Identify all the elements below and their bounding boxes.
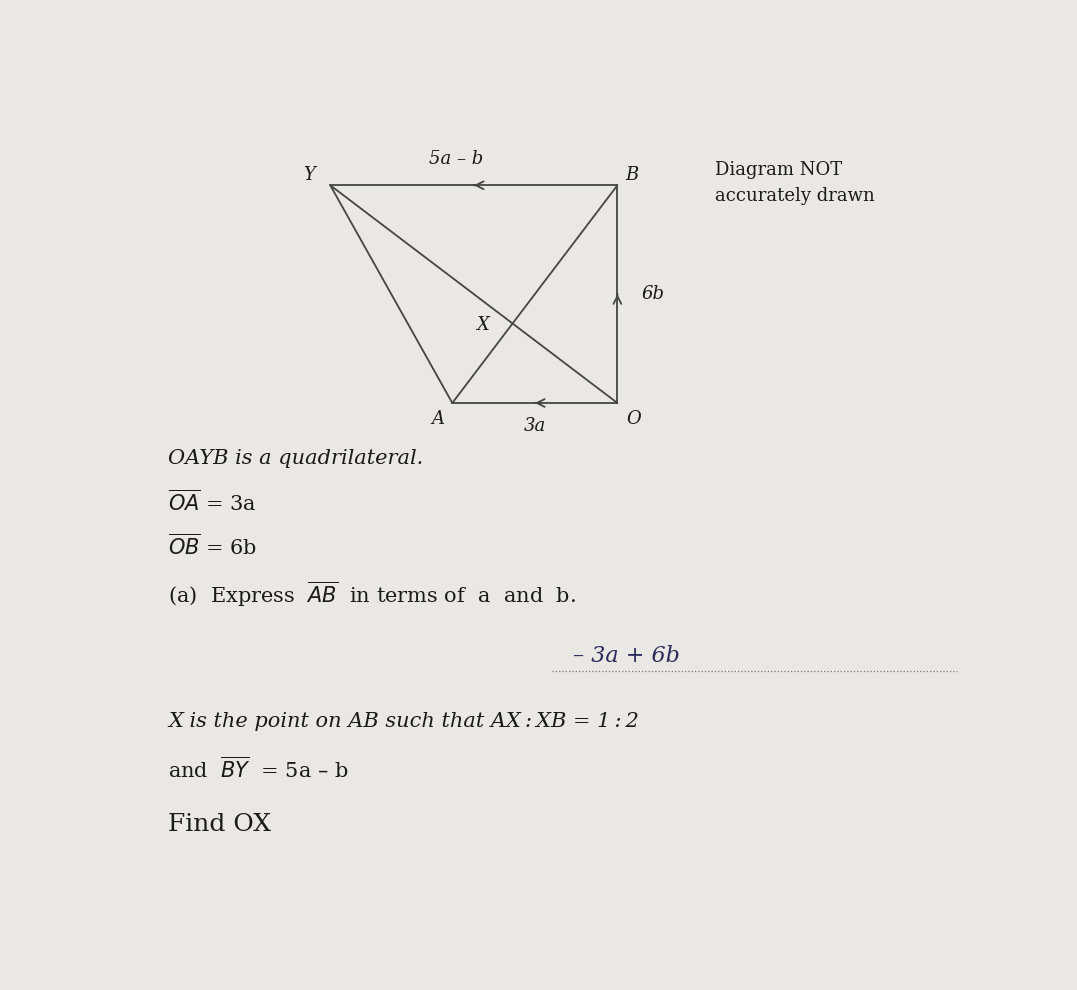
Text: (a)  Express  $\overline{AB}$  in terms of  ​​a​  and  ​​b.: (a) Express $\overline{AB}$ in terms of … [168, 580, 576, 609]
Text: Find OX: Find OX [168, 813, 271, 837]
Text: A: A [432, 410, 445, 428]
Text: – 3a + 6b: – 3a + 6b [573, 645, 680, 667]
Text: $\overline{OA}$ = 3a: $\overline{OA}$ = 3a [168, 489, 256, 515]
Text: X: X [476, 316, 489, 335]
Text: O: O [626, 410, 641, 428]
Text: $\overline{OB}$ = 6b: $\overline{OB}$ = 6b [168, 533, 257, 558]
Text: and  $\overline{BY}$  = 5a – b: and $\overline{BY}$ = 5a – b [168, 756, 349, 782]
Text: B: B [625, 166, 639, 184]
Text: 6b: 6b [642, 285, 665, 303]
Text: OAYB is a quadrilateral.: OAYB is a quadrilateral. [168, 448, 423, 467]
Text: Diagram NOT
accurately drawn: Diagram NOT accurately drawn [715, 160, 875, 205]
Text: 5a – b: 5a – b [429, 150, 482, 168]
Text: Y: Y [303, 166, 314, 184]
Text: 3a: 3a [523, 418, 546, 436]
Text: X is the point on AB such that AX : XB = 1 : 2: X is the point on AB such that AX : XB =… [168, 712, 639, 731]
